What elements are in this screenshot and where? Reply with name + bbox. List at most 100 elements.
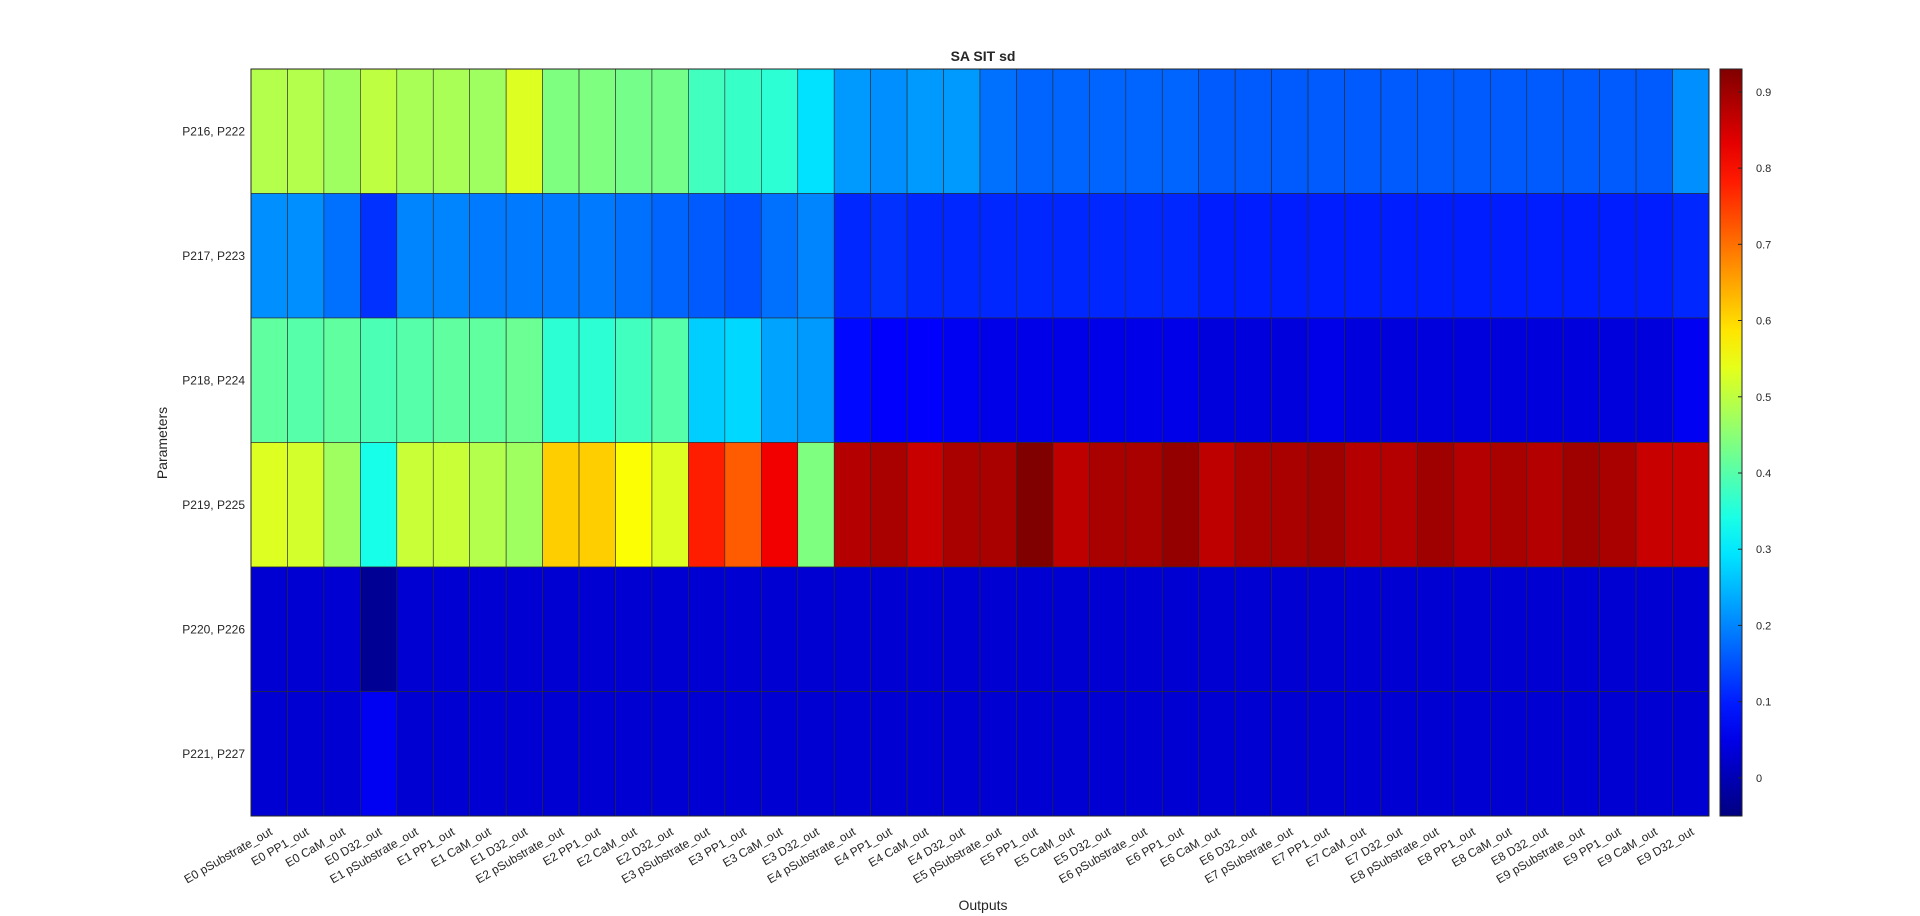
heatmap-cell bbox=[1234, 442, 1272, 568]
heatmap-cell bbox=[833, 68, 871, 194]
heatmap-cell bbox=[323, 691, 361, 817]
heatmap-cell bbox=[1016, 193, 1054, 319]
heatmap-cell bbox=[979, 193, 1017, 319]
colorbar-tick-label: 0.1 bbox=[1756, 697, 1771, 709]
heatmap-cell bbox=[1198, 566, 1236, 692]
heatmap-cell bbox=[1234, 566, 1272, 692]
heatmap-cell bbox=[1344, 442, 1382, 568]
heatmap-cell bbox=[797, 68, 835, 194]
heatmap-cell bbox=[1562, 691, 1600, 817]
heatmap-cell bbox=[797, 691, 835, 817]
heatmap-cell bbox=[943, 566, 981, 692]
heatmap-cell bbox=[760, 68, 799, 194]
heatmap-cell bbox=[1161, 68, 1200, 194]
heatmap-cell bbox=[1453, 317, 1491, 443]
heatmap-cell bbox=[1161, 442, 1200, 568]
heatmap-cell bbox=[1161, 193, 1200, 319]
heatmap-cell bbox=[505, 566, 543, 692]
heatmap-cell bbox=[1490, 68, 1528, 194]
heatmap-cell bbox=[1016, 442, 1054, 568]
heatmap-cell bbox=[542, 566, 580, 692]
heatmap-cell bbox=[615, 566, 653, 692]
heatmap-cell bbox=[651, 317, 689, 443]
y-tick-label: P216, P222 bbox=[182, 124, 245, 138]
heatmap-cell bbox=[943, 68, 981, 194]
heatmap-cell bbox=[943, 691, 981, 817]
heatmap-cell bbox=[760, 317, 799, 443]
heatmap-cells bbox=[250, 68, 1710, 817]
heatmap-cell bbox=[724, 68, 762, 194]
heatmap-cell bbox=[833, 442, 871, 568]
heatmap-cell bbox=[578, 442, 616, 568]
heatmap-cell bbox=[250, 68, 288, 194]
heatmap-cell bbox=[1198, 68, 1236, 194]
heatmap-cell bbox=[724, 193, 762, 319]
heatmap-cell bbox=[1307, 193, 1345, 319]
heatmap-cell bbox=[724, 442, 762, 568]
heatmap-cell bbox=[323, 442, 361, 568]
heatmap-cell bbox=[1380, 442, 1418, 568]
heatmap-cell bbox=[505, 68, 543, 194]
heatmap-cell bbox=[1271, 317, 1309, 443]
heatmap-cell bbox=[432, 691, 471, 817]
heatmap-cell bbox=[505, 317, 543, 443]
heatmap-cell bbox=[1562, 317, 1600, 443]
y-tick-label: P218, P224 bbox=[182, 373, 245, 387]
heatmap-cell bbox=[870, 566, 908, 692]
heatmap-cell bbox=[615, 442, 653, 568]
heatmap-cell bbox=[1125, 442, 1163, 568]
heatmap-cell bbox=[469, 691, 507, 817]
heatmap-cell bbox=[1380, 317, 1418, 443]
heatmap-cell bbox=[1599, 566, 1637, 692]
heatmap-cell bbox=[250, 691, 288, 817]
heatmap-cell bbox=[1344, 317, 1382, 443]
heatmap-cell bbox=[943, 193, 981, 319]
heatmap-cell bbox=[578, 68, 616, 194]
y-tick-label: P219, P225 bbox=[182, 498, 245, 512]
heatmap-cell bbox=[688, 68, 726, 194]
heatmap-cell bbox=[833, 691, 871, 817]
heatmap-cell bbox=[323, 566, 361, 692]
heatmap-cell bbox=[1562, 566, 1600, 692]
colorbar-tick-label: 0 bbox=[1756, 773, 1762, 785]
heatmap-cell bbox=[1016, 566, 1054, 692]
colorbar-tick-label: 0.2 bbox=[1756, 620, 1771, 632]
heatmap-cell bbox=[250, 566, 288, 692]
heatmap-cell bbox=[1635, 317, 1673, 443]
heatmap-cell bbox=[432, 193, 471, 319]
heatmap-cell bbox=[396, 691, 434, 817]
heatmap-cell bbox=[1089, 691, 1127, 817]
heatmap-cell bbox=[833, 566, 871, 692]
heatmap-cell bbox=[1125, 68, 1163, 194]
heatmap-cell bbox=[1161, 691, 1200, 817]
heatmap-cell bbox=[724, 691, 762, 817]
heatmap-cell bbox=[1599, 442, 1637, 568]
heatmap-cell bbox=[688, 566, 726, 692]
heatmap-cell bbox=[1271, 566, 1309, 692]
heatmap-cell bbox=[906, 193, 944, 319]
heatmap-cell bbox=[651, 691, 689, 817]
heatmap-cell bbox=[1526, 193, 1564, 319]
heatmap-cell bbox=[469, 193, 507, 319]
heatmap-cell bbox=[724, 566, 762, 692]
heatmap-cell bbox=[1198, 193, 1236, 319]
heatmap-cell bbox=[360, 691, 398, 817]
heatmap-cell bbox=[1271, 193, 1309, 319]
heatmap-cell bbox=[870, 317, 908, 443]
y-tick-labels: P216, P222 P217, P223 P218, P224 P219, P225… bbox=[182, 124, 245, 760]
heatmap-cell bbox=[1161, 566, 1200, 692]
heatmap-cell bbox=[250, 442, 288, 568]
heatmap-cell bbox=[1562, 442, 1600, 568]
heatmap-cell bbox=[1562, 193, 1600, 319]
heatmap-cell bbox=[1599, 317, 1637, 443]
colorbar-tick-label: 0.4 bbox=[1756, 468, 1771, 480]
heatmap-cell bbox=[578, 566, 616, 692]
heatmap-cell bbox=[906, 691, 944, 817]
heatmap-cell bbox=[1161, 317, 1200, 443]
heatmap-cell bbox=[760, 442, 799, 568]
heatmap-cell bbox=[360, 317, 398, 443]
heatmap-cell bbox=[1089, 442, 1127, 568]
heatmap-cell bbox=[1526, 566, 1564, 692]
heatmap-cell bbox=[542, 68, 580, 194]
